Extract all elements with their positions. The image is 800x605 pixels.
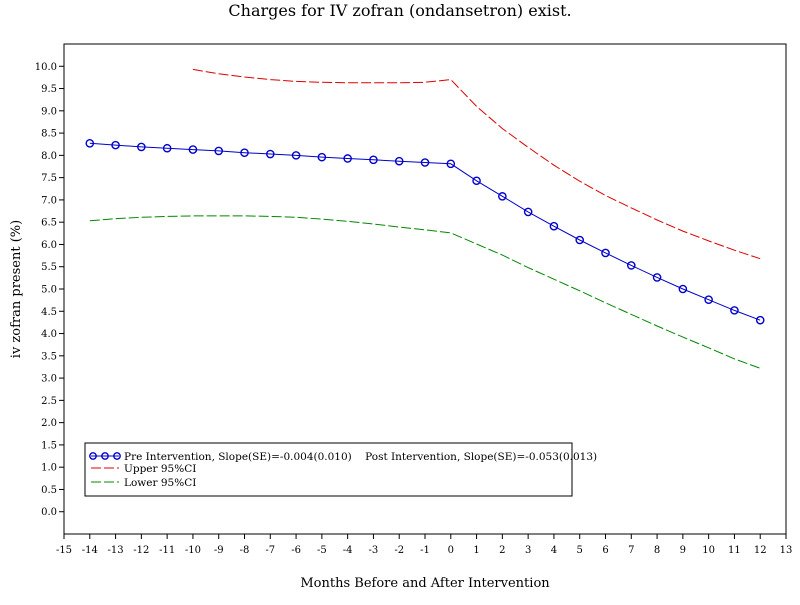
y-tick-label: 8.0 [41,151,57,162]
x-tick-label: -14 [82,545,98,556]
data-point [214,146,224,156]
legend-item-upper: Upper 95%CI [91,463,196,475]
y-tick-label: 4.5 [41,307,57,318]
y-tick-label: 5.5 [41,262,57,273]
y-tick-label: 6.5 [41,218,57,229]
x-tick-label: 1 [473,545,479,556]
y-axis-label: iv zofran present (%) [9,220,24,358]
x-tick-label: -8 [240,545,250,556]
data-point [575,235,585,245]
data-point [343,154,352,163]
x-tick-label: 7 [628,545,634,556]
data-point [85,139,95,148]
data-point [240,148,249,157]
y-axis: 0.0 0.5 1.0 1.5 2.0 2.5 3.0 3.5 4.0 4.5 5.0 5.5 6.0 6… [35,62,64,518]
data-point [549,221,559,231]
y-tick-label: 4.0 [41,329,57,340]
y-tick-label: 7.5 [41,173,57,184]
x-tick-label: -1 [420,545,430,556]
y-tick-label: 3.0 [41,374,57,385]
x-tick-label: 12 [754,545,767,556]
legend-label-fitted: Pre Intervention, Slope(SE)=-0.004(0.010… [124,451,597,463]
x-axis: -15 -14 -13 -12 -11 -10 -9 -8 -7 -6 -5 -4 -3 -2 -1 0 1 2 3… [56,534,792,556]
x-tick-label: 13 [780,545,793,556]
x-tick-label: 8 [654,545,660,556]
series-line-2 [89,215,761,369]
legend-item-fitted: Pre Intervention, Slope(SE)=-0.004(0.010… [89,451,597,463]
y-tick-label: 2.0 [41,418,57,429]
data-point [265,149,275,159]
y-tick-label: 8.5 [41,129,57,140]
x-tick-label: 0 [448,545,454,556]
x-tick-label: -6 [291,545,301,556]
x-tick-label: 4 [551,545,557,556]
x-tick-label: 9 [680,545,686,556]
y-tick-label: 2.5 [41,396,57,407]
x-tick-label: 2 [499,545,505,556]
y-tick-label: 9.0 [41,106,57,117]
legend-marker [113,452,121,460]
legend-label-upper: Upper 95%CI [124,463,196,475]
y-tick-label: 3.5 [41,351,57,362]
y-tick-label: 1.0 [41,463,57,474]
series-line-0 [89,142,761,321]
x-tick-label: -15 [56,545,72,556]
legend-marker [101,452,109,460]
x-tick-label: 11 [728,545,741,556]
data-point [420,158,430,167]
x-axis-label: Months Before and After Intervention [300,576,550,591]
y-tick-label: 6.0 [41,240,57,251]
data-point [601,248,610,258]
legend: Pre Intervention, Slope(SE)=-0.004(0.010… [84,442,597,497]
x-tick-label: 5 [577,545,583,556]
data-point [730,306,739,315]
y-tick-label: 0.5 [41,485,57,496]
x-tick-label: -4 [343,545,353,556]
data-point [704,295,713,304]
series-line-1 [192,68,761,260]
data-point [472,176,481,186]
data-point [188,145,198,154]
data-point [626,261,636,270]
data-point [446,159,456,169]
y-tick-label: 10.0 [35,62,57,73]
legend-item-lower: Lower 95%CI [91,477,196,489]
y-tick-label: 5.0 [41,285,57,296]
x-tick-label: 10 [702,545,715,556]
data-point [755,315,765,325]
data-point [369,155,378,165]
x-tick-label: -10 [185,545,201,556]
x-tick-label: -9 [214,545,224,556]
x-tick-label: 6 [602,545,608,556]
data-point [291,151,301,160]
legend-box [84,442,573,497]
x-tick-label: -7 [265,545,275,556]
data-point [678,284,688,294]
y-tick-label: 7.0 [41,195,57,206]
y-tick-label: 1.5 [41,440,57,451]
data-point [523,207,533,217]
x-tick-label: -13 [108,545,124,556]
legend-marker [89,452,97,460]
data-point [317,152,327,162]
data-point [394,156,404,166]
x-tick-label: 3 [525,545,531,556]
data-point [111,140,120,150]
legend-label-lower: Lower 95%CI [124,477,196,489]
data-point [137,142,146,152]
data-point [652,273,662,282]
x-tick-label: -12 [133,545,149,556]
x-tick-label: -3 [369,545,379,556]
series-layer [85,68,765,369]
x-tick-label: -11 [159,545,175,556]
data-point [162,143,172,153]
data-point [498,192,507,201]
y-tick-label: 9.5 [41,84,57,95]
y-tick-label: 0.0 [41,507,57,518]
x-tick-label: -5 [317,545,327,556]
chart-title: Charges for IV zofran (ondansetron) exis… [228,1,571,20]
x-tick-label: -2 [394,545,404,556]
